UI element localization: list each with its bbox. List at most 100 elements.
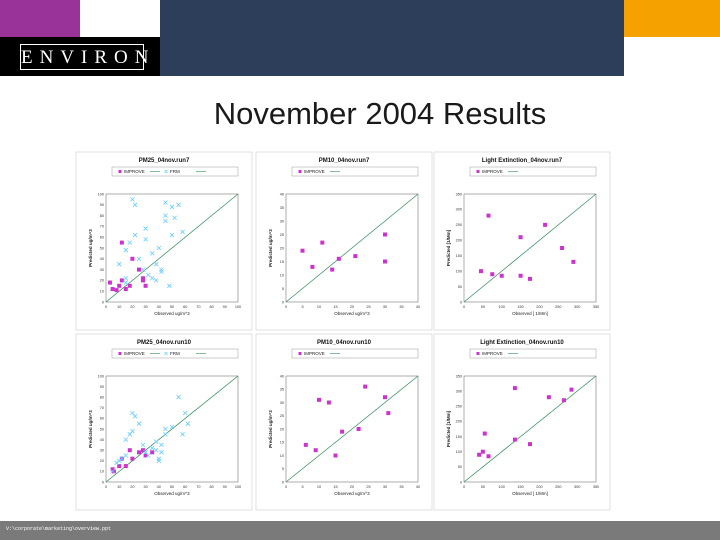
legend-entry: IMPROVE — [482, 351, 503, 356]
data-point — [123, 287, 128, 292]
data-point — [136, 256, 142, 262]
data-point — [127, 448, 132, 453]
x-tick-label: 50 — [481, 485, 485, 489]
legend-entry: FRM — [170, 169, 180, 174]
data-point — [486, 213, 491, 218]
data-point — [512, 437, 517, 442]
y-tick-label: 40 — [280, 374, 284, 378]
y-axis-label: Predicted ug/m^3 — [268, 229, 273, 267]
data-point — [137, 450, 141, 455]
data-point — [486, 454, 491, 459]
x-tick-label: 300 — [574, 485, 580, 489]
data-point — [130, 256, 135, 261]
x-tick-label: 10 — [117, 485, 121, 489]
x-tick-label: 200 — [536, 485, 542, 489]
x-tick-label: 10 — [317, 485, 321, 489]
y-tick-label: 50 — [100, 427, 104, 431]
x-tick-label: 100 — [499, 305, 505, 309]
legend-entry: FRM — [170, 351, 180, 356]
x-tick-label: 0 — [463, 305, 465, 309]
y-tick-label: 40 — [280, 192, 284, 196]
x-tick-label: 15 — [333, 485, 337, 489]
data-point — [127, 240, 133, 245]
data-point — [143, 226, 148, 231]
data-point — [123, 247, 129, 253]
data-point — [110, 287, 115, 292]
x-tick-label: 30 — [143, 485, 147, 489]
y-tick-label: 350 — [456, 192, 462, 196]
header-purple-block — [0, 0, 80, 37]
x-axis-label: Observed ug/m^3 — [154, 491, 190, 496]
data-point — [363, 384, 368, 389]
data-point — [163, 200, 168, 205]
y-tick-label: 50 — [100, 246, 104, 250]
data-point — [110, 467, 115, 472]
data-point — [518, 235, 523, 240]
data-point — [123, 453, 129, 458]
data-point — [159, 450, 164, 455]
data-point — [317, 397, 321, 402]
data-point — [153, 439, 159, 445]
x-tick-label: 20 — [130, 485, 134, 489]
x-tick-label: 60 — [183, 485, 187, 489]
data-point — [172, 215, 177, 221]
data-point — [153, 278, 159, 283]
data-point — [512, 386, 517, 391]
data-point — [336, 256, 341, 261]
chart-title: PM10_04nov.run7 — [319, 158, 370, 164]
data-point — [119, 240, 124, 245]
chart-panel: Light Extinction_04nov.run7 IMPROVE 0 50 100… — [433, 151, 611, 331]
x-tick-label: 20 — [350, 485, 354, 489]
x-tick-label: 100 — [235, 485, 241, 489]
data-point — [163, 432, 168, 437]
one-to-one-line — [463, 193, 597, 303]
data-point — [150, 450, 155, 455]
x-tick-label: 100 — [235, 305, 241, 309]
environ-logo: ENVIRON — [20, 44, 149, 70]
chart-title: PM25_04nov.run10 — [137, 340, 192, 346]
x-tick-label: 350 — [593, 485, 599, 489]
y-tick-label: 90 — [100, 385, 104, 389]
data-point — [163, 426, 168, 432]
y-tick-label: 60 — [100, 417, 104, 421]
data-point — [569, 387, 574, 392]
data-point — [303, 442, 308, 447]
data-point — [145, 453, 151, 458]
y-tick-label: 0 — [460, 300, 462, 304]
data-point — [116, 261, 122, 267]
header-white-block — [80, 0, 160, 37]
data-point — [123, 275, 129, 281]
data-point — [546, 395, 551, 400]
x-tick-label: 250 — [555, 305, 561, 309]
y-tick-label: 40 — [100, 438, 104, 442]
data-point — [140, 442, 146, 448]
header-navy-bar — [160, 37, 624, 76]
x-tick-label: 50 — [170, 305, 174, 309]
data-point — [383, 232, 387, 237]
data-point — [136, 421, 142, 426]
x-tick-label: 35 — [399, 305, 403, 309]
x-tick-label: 70 — [196, 305, 200, 309]
data-point — [130, 197, 135, 202]
y-axis-label: Predicted [1/Mm] — [446, 410, 451, 447]
y-tick-label: 20 — [280, 246, 284, 250]
data-point — [110, 469, 115, 474]
y-tick-label: 70 — [100, 406, 104, 410]
one-to-one-line — [105, 375, 239, 483]
y-tick-label: 30 — [280, 219, 284, 223]
data-point — [132, 232, 138, 238]
data-point — [149, 251, 155, 256]
data-point — [176, 394, 181, 400]
x-tick-label: 15 — [333, 305, 337, 309]
chart-legend — [291, 166, 419, 177]
y-tick-label: 200 — [456, 420, 462, 424]
chart-panel: PM25_04nov.run10 IMPROVE FRM 0 10 20 30 40 50 60 7… — [75, 333, 253, 511]
chart-title: PM25_04nov.run7 — [139, 158, 190, 164]
y-tick-label: 35 — [280, 388, 284, 392]
x-tick-label: 5 — [301, 485, 303, 489]
legend-entry: IMPROVE — [482, 169, 503, 174]
x-tick-label: 20 — [350, 305, 354, 309]
y-tick-label: 15 — [280, 260, 284, 264]
x-tick-label: 20 — [130, 305, 134, 309]
